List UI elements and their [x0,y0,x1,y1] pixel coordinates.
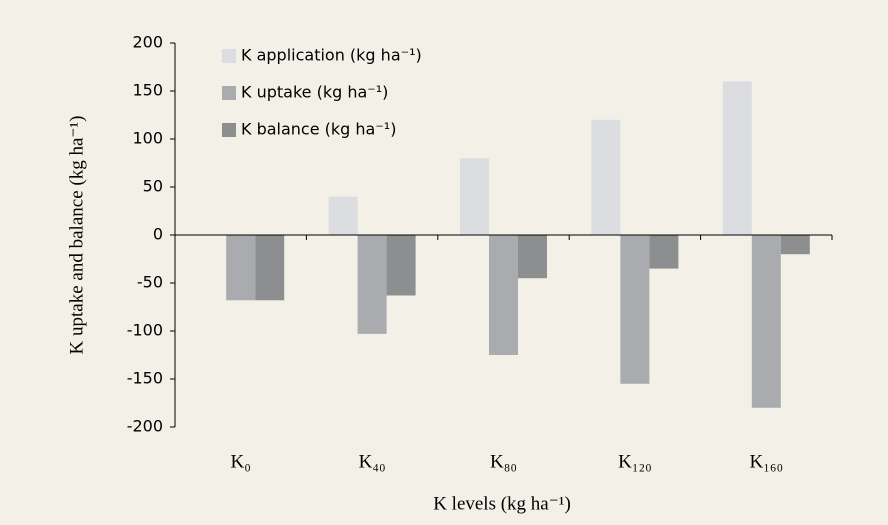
y-tick-label: -100 [127,321,163,340]
bar [620,235,650,384]
y-tick-label: 100 [132,129,163,148]
y-tick-label: 200 [132,33,163,52]
legend-swatch [222,86,236,100]
bar [780,235,810,255]
y-tick-label: -150 [127,369,163,388]
x-tick-label: K₄₀ [359,451,386,472]
legend-swatch [222,49,236,63]
bar [255,235,285,301]
bar [357,235,387,334]
legend-label: K uptake (kg ha⁻¹) [241,83,388,102]
bar [722,81,752,236]
bar [460,158,489,235]
y-tick-label: 150 [132,81,163,100]
y-axis-label: K uptake and balance (kg ha⁻¹) [66,116,87,355]
y-tick-label: -200 [127,417,163,436]
legend-label: K balance (kg ha⁻¹) [241,120,396,139]
bar [649,235,679,269]
y-tick-label: 0 [153,225,163,244]
legend-swatch [222,123,236,137]
x-tick-label: K₁₂₀ [618,451,652,472]
bar [226,235,256,301]
x-tick-label: K₈₀ [490,451,517,472]
y-tick-label: -50 [137,273,163,292]
x-tick-label: K₁₆₀ [750,451,784,472]
bar [518,235,547,279]
bar [751,235,781,408]
bar [489,235,518,355]
legend-label: K application (kg ha⁻¹) [241,46,422,65]
x-axis-label: K levels (kg ha⁻¹) [433,493,571,514]
y-tick-label: 50 [143,177,163,196]
bar [328,196,358,235]
x-tick-label: K₀ [231,451,251,472]
bar [591,119,621,235]
bar [386,235,416,296]
